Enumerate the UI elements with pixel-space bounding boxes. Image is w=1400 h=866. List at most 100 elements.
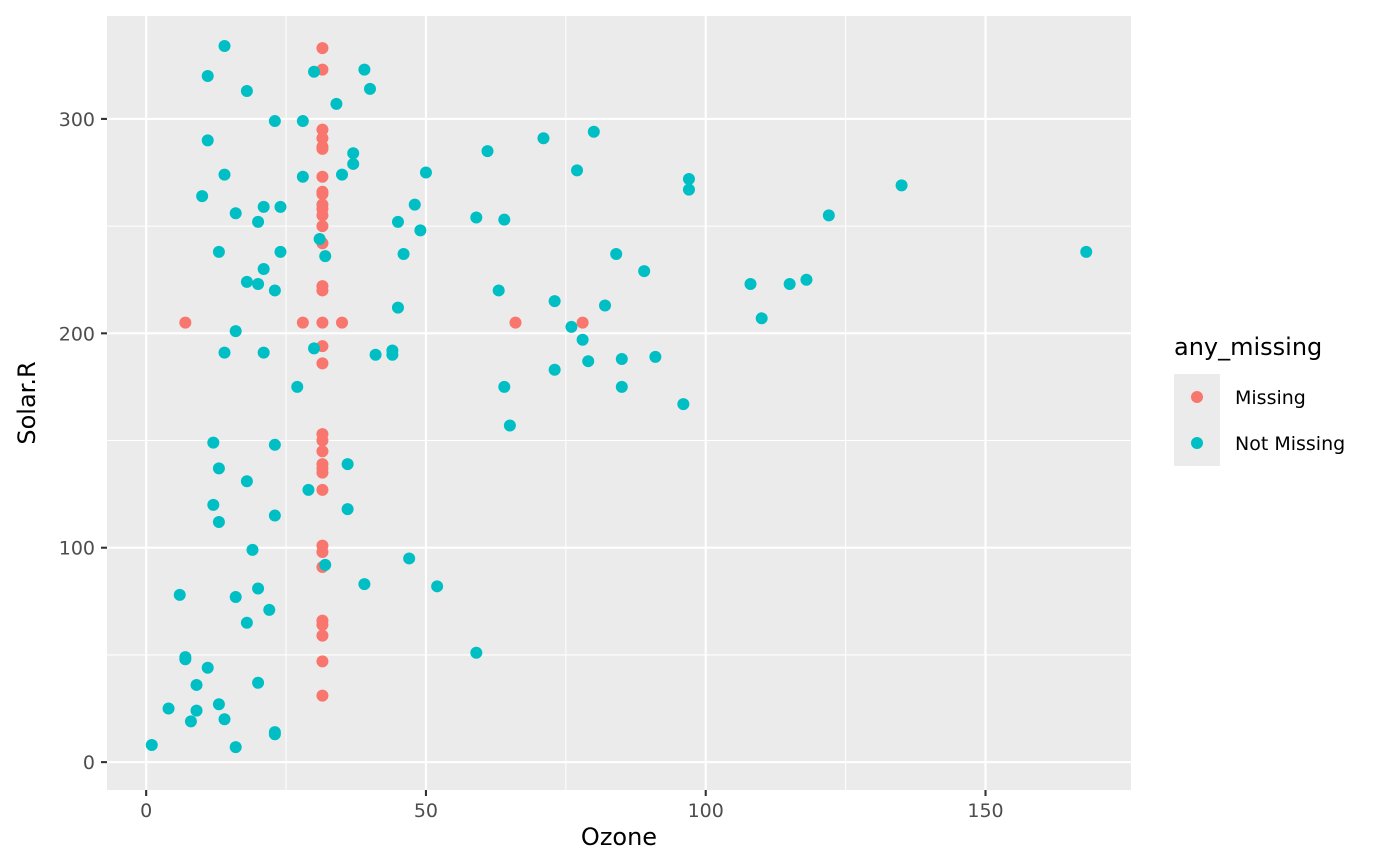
x-tick-label: 150 (967, 800, 1003, 822)
scatter-point (316, 142, 329, 155)
scatter-point (316, 483, 329, 496)
scatter-point (677, 398, 690, 411)
scatter-point (268, 438, 281, 451)
scatter-point (599, 299, 612, 312)
scatter-point (240, 475, 253, 488)
scatter-point (548, 363, 561, 376)
scatter-point (403, 552, 416, 565)
data-points (145, 40, 1093, 754)
axes: 0 50 100 150 0 100 200 300 (59, 109, 1004, 822)
scatter-point (218, 40, 231, 53)
scatter-point (347, 157, 360, 170)
scatter-point (316, 655, 329, 668)
scatter-point (173, 588, 186, 601)
scatter-point (397, 247, 410, 260)
scatter-point (268, 509, 281, 522)
scatter-point (252, 215, 265, 228)
scatter-point (316, 316, 329, 329)
scatter-point (414, 224, 427, 237)
scatter-point (587, 125, 600, 138)
scatter-point (240, 85, 253, 98)
scatter-point (783, 278, 796, 291)
plot-panel (107, 16, 1131, 790)
scatter-point (316, 445, 329, 458)
scatter-point (257, 200, 270, 213)
scatter-point (316, 434, 329, 447)
legend: any_missing Missing Not Missing (1174, 333, 1345, 466)
scatter-point (316, 357, 329, 370)
scatter-point (610, 247, 623, 260)
scatter-point (190, 704, 203, 717)
scatter-point (316, 629, 329, 642)
scatter-point (481, 145, 494, 158)
scatter-point (391, 215, 404, 228)
scatter-point (822, 209, 835, 222)
scatter-point (638, 265, 651, 278)
scatter-point (386, 348, 399, 361)
scatter-point (162, 702, 175, 715)
scatter-point (252, 582, 265, 595)
scatter-point (229, 741, 242, 754)
scatter-point (316, 185, 329, 198)
y-tick-label: 100 (59, 538, 95, 560)
scatter-point (358, 578, 371, 591)
scatter-point (316, 689, 329, 702)
scatter-point (229, 207, 242, 220)
scatter-point (212, 245, 225, 258)
legend-key-swatch (1191, 437, 1203, 449)
y-tick-label: 300 (59, 109, 95, 131)
scatter-point (369, 348, 382, 361)
scatter-point (548, 295, 561, 308)
x-tick-label: 50 (414, 800, 438, 822)
scatter-point (316, 466, 329, 479)
scatter-point (744, 278, 757, 291)
scatter-point (274, 200, 287, 213)
scatter-point (218, 168, 231, 181)
scatter-point (201, 70, 214, 83)
scatter-point (347, 147, 360, 160)
scatter-point (615, 380, 628, 393)
scatter-point (179, 651, 192, 664)
scatter-point (313, 232, 326, 245)
scatter-point (201, 134, 214, 147)
scatter-point (252, 278, 265, 291)
scatter-point (571, 164, 584, 177)
scatter-point (358, 63, 371, 76)
scatter-point (291, 380, 304, 393)
x-axis-title: Ozone (581, 823, 657, 851)
scatter-point (316, 284, 329, 297)
scatter-point (431, 580, 444, 593)
scatter-point (492, 284, 505, 297)
scatter-point (268, 284, 281, 297)
scatter-point (218, 713, 231, 726)
scatter-point (212, 698, 225, 711)
scatter-point (330, 97, 343, 110)
scatter-point (503, 419, 516, 432)
scatter-point (498, 380, 511, 393)
scatter-point (565, 320, 578, 333)
scatter-point (800, 273, 813, 286)
scatter-point (257, 262, 270, 275)
scatter-point (419, 166, 432, 179)
scatter-point (274, 245, 287, 258)
y-tick-label: 200 (59, 323, 95, 345)
scatter-point (246, 543, 259, 556)
scatter-point (649, 350, 662, 363)
y-tick-label: 0 (83, 752, 95, 774)
scatter-point (316, 618, 329, 631)
scatter-point (196, 190, 209, 203)
scatter-point (184, 715, 197, 728)
scatter-point (682, 183, 695, 196)
legend-title: any_missing (1174, 333, 1322, 361)
scatter-point (498, 213, 511, 226)
scatter-point (308, 342, 321, 355)
scatter-point (615, 353, 628, 366)
y-axis-title: Solar.R (13, 361, 41, 444)
scatter-point (316, 209, 329, 222)
scatter-point (296, 170, 309, 183)
x-tick-label: 100 (688, 800, 724, 822)
scatter-point (316, 42, 329, 55)
scatter-point (190, 678, 203, 691)
scatter-point (316, 132, 329, 145)
